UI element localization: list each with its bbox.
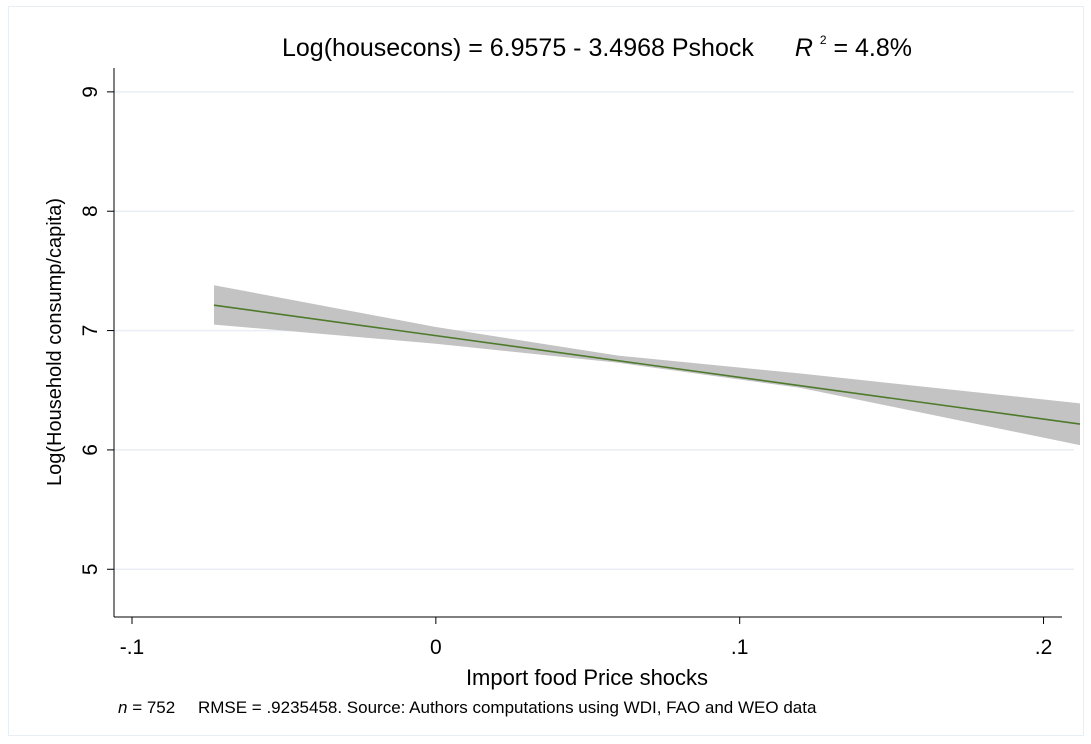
gridlines [114,91,1074,571]
note-n-symbol: n [118,698,127,717]
y-tick-label: 6 [79,444,102,456]
x-axis-label: Import food Price shocks [466,665,708,690]
y-tick-label: 9 [79,86,102,98]
x-tick-label: -.1 [120,636,145,659]
note-rmse-source: RMSE = .9235458. Source: Authors computa… [198,698,817,717]
title-r-exponent: 2 [820,33,827,47]
x-tick-label: .1 [731,636,749,659]
x-tick-label: .2 [1035,636,1053,659]
y-axis-label: Log(Household consump/capita) [44,198,66,486]
title-r-symbol: R [795,34,813,62]
chart-title: Log(housecons) = 6.9575 - 3.4968 Pshock … [282,22,912,62]
x-tick-label: 0 [430,636,442,659]
y-tick-label: 8 [79,205,102,217]
chart-note: n = 752 RMSE = .9235458. Source: Authors… [118,698,817,717]
x-ticks: -.1 0 .1 .2 [120,617,1053,659]
y-tick-label: 5 [79,563,102,575]
title-equation: Log(housecons) = 6.9575 - 3.4968 Pshock [282,34,754,62]
plot-frame [8,6,1084,736]
fitted-line [213,304,1081,425]
y-tick-label: 7 [79,325,102,337]
title-r-value: = 4.8% [833,34,912,62]
y-ticks: 5 6 7 8 9 [79,86,114,575]
note-n-value: = 752 [132,698,175,717]
